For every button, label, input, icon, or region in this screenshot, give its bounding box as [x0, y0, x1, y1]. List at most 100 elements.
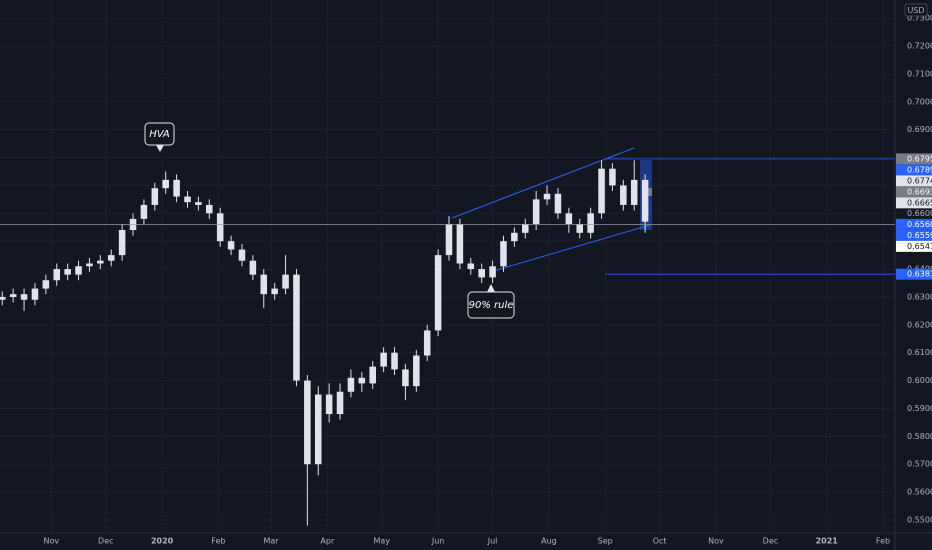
price-badge-label: 0.63817	[907, 270, 932, 279]
y-tick-label: 0.72000	[907, 42, 932, 51]
x-tick-label: Aug	[541, 537, 557, 546]
candle-body	[20, 294, 28, 300]
candle-body	[598, 168, 605, 214]
price-badge	[896, 164, 932, 176]
price-badge	[896, 153, 932, 165]
y-tick-label: 0.71000	[907, 69, 932, 78]
candle-body	[609, 168, 616, 186]
candle-body	[64, 269, 71, 275]
price-badge	[896, 229, 932, 241]
candle-body	[75, 266, 82, 275]
candle-body	[522, 224, 529, 233]
candle-body	[151, 188, 159, 205]
y-tick-label: 0.66000	[907, 209, 932, 218]
candle-body	[206, 204, 213, 214]
price-badge-label: 0.65419	[907, 242, 932, 251]
candle-body	[227, 241, 235, 250]
candle-body	[140, 204, 148, 219]
y-tick-label: 0.58000	[907, 432, 932, 441]
price-badge	[896, 240, 932, 252]
price-badge-label: 0.66936	[907, 187, 932, 196]
candle-body	[195, 202, 202, 205]
candle-body	[184, 196, 191, 203]
y-tick-label: 0.62000	[907, 320, 932, 329]
candle-body	[118, 230, 126, 256]
candle-body	[336, 391, 344, 415]
y-tick-label: 0.61000	[907, 348, 932, 357]
candle-body	[554, 193, 562, 214]
candle-body	[358, 377, 366, 384]
y-tick-label: 0.59000	[907, 404, 932, 413]
x-tick-label: 2020	[151, 537, 174, 546]
candle-body	[587, 213, 594, 233]
candle-body	[456, 224, 464, 264]
candle-body	[391, 352, 398, 370]
candle-body	[53, 269, 61, 281]
candle-body	[380, 352, 387, 367]
candle-body	[576, 224, 584, 233]
x-tick-label: May	[374, 537, 391, 546]
callout-hva: HVA	[144, 122, 175, 152]
candle-body	[402, 369, 409, 387]
candle-body	[86, 263, 93, 267]
candle-body	[500, 241, 507, 267]
candle-body	[369, 366, 376, 384]
x-tick-label: 2021	[816, 537, 839, 546]
x-tick-label: Sep	[598, 537, 613, 546]
currency-box	[904, 3, 928, 17]
price-badge-label: 0.66650	[907, 198, 932, 207]
candle-body	[216, 213, 224, 242]
y-tick-label: 0.73000	[907, 14, 932, 23]
candle-body	[641, 179, 649, 222]
price-badge-label: 0.67953	[907, 154, 932, 163]
candle-body	[565, 213, 573, 225]
candle-body	[532, 199, 540, 225]
candle-body	[445, 224, 453, 256]
x-tick-label: Mar	[263, 537, 279, 546]
candle-body	[543, 193, 551, 200]
price-badge	[896, 218, 932, 230]
x-tick-label: Dec	[98, 537, 113, 546]
price-badge-label: 0.65603	[907, 220, 932, 229]
candle-body	[489, 266, 496, 278]
callout-arrow	[156, 145, 164, 152]
candle-body	[173, 179, 180, 197]
currency: USD	[907, 6, 924, 15]
candle-body	[423, 330, 431, 356]
callout-arrow	[487, 284, 495, 292]
price-badge	[896, 186, 932, 198]
candle-body	[511, 232, 518, 242]
labels: 0.55000 0.56000 0.57000 0.58000 0.59000 0.600…	[43, 14, 932, 546]
candle-body	[0, 296, 6, 300]
x-tick-label: Dec	[763, 537, 778, 546]
candle-body	[97, 260, 104, 264]
x-tick-label: Apr	[320, 537, 335, 546]
candle-body	[478, 269, 485, 278]
y-tick-label: 0.56000	[907, 488, 932, 497]
candle-body	[347, 377, 355, 392]
x-tick-label: Feb	[211, 537, 225, 546]
price-badge-label: 0.67746	[907, 176, 932, 185]
x-tick-label: Nov	[708, 537, 724, 546]
x-tick-label: Oct	[653, 537, 667, 546]
candle-body	[304, 380, 311, 465]
candle-body	[249, 260, 257, 275]
y-tick-label: 0.57000	[907, 460, 932, 469]
price-badge	[896, 197, 932, 209]
annotation: 90% rule	[469, 300, 514, 311]
candles	[0, 158, 895, 526]
y-tick-label: 0.70000	[907, 97, 932, 106]
callout-90-rule: 90% rule	[467, 284, 515, 319]
annotation: HVA	[149, 129, 170, 140]
x-tick-label: Feb	[876, 537, 890, 546]
candle-body	[413, 355, 420, 387]
x-tick-label: Jun	[431, 537, 445, 546]
candle-body	[271, 288, 278, 295]
price-badge	[896, 175, 932, 187]
channel-upper	[451, 147, 635, 219]
candle-body	[107, 255, 115, 261]
candle-body	[9, 294, 17, 297]
y-tick-label: 0.63000	[907, 292, 932, 301]
